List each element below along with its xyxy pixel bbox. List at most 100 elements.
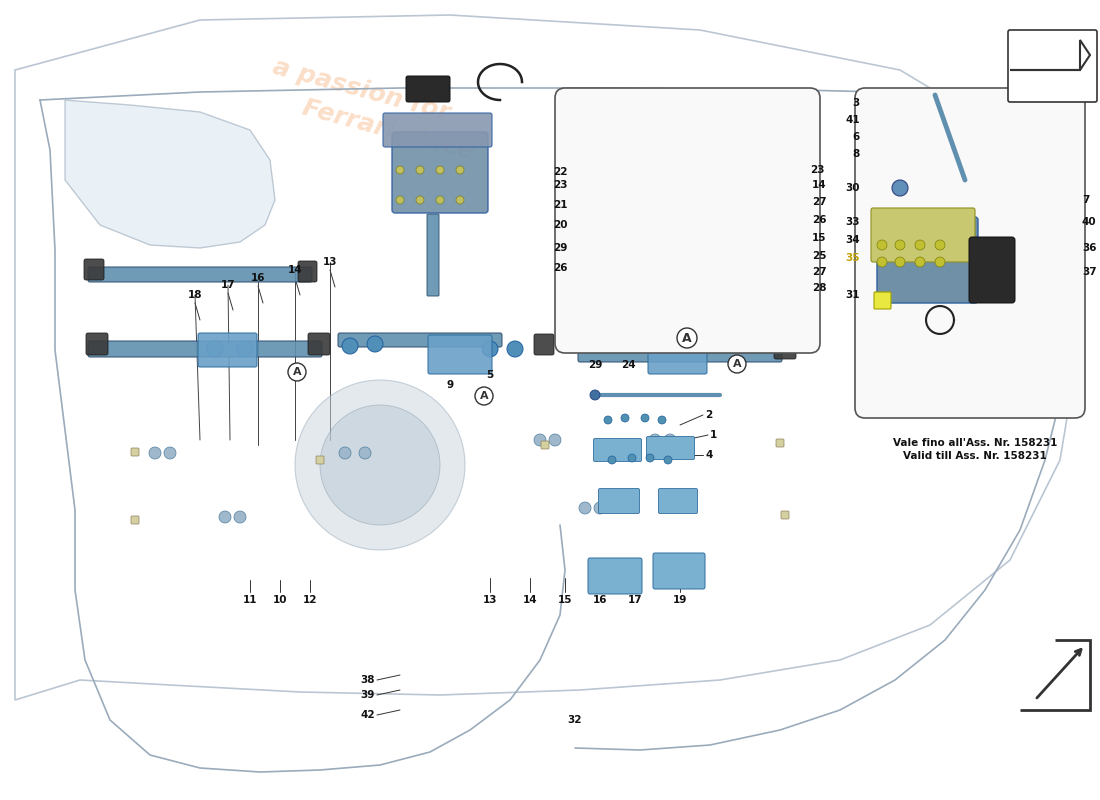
FancyBboxPatch shape	[392, 132, 488, 213]
Text: 1: 1	[710, 430, 717, 440]
Text: 25: 25	[812, 251, 826, 261]
Circle shape	[915, 257, 925, 267]
FancyBboxPatch shape	[781, 511, 789, 519]
Circle shape	[877, 240, 887, 250]
Circle shape	[164, 447, 176, 459]
Text: 30: 30	[846, 183, 860, 193]
FancyBboxPatch shape	[874, 292, 891, 309]
Text: 4: 4	[705, 450, 713, 460]
Text: 15: 15	[812, 233, 826, 243]
Text: 35: 35	[846, 253, 860, 263]
Circle shape	[507, 341, 522, 357]
Text: 21: 21	[553, 200, 568, 210]
Circle shape	[482, 341, 498, 357]
Circle shape	[895, 240, 905, 250]
FancyBboxPatch shape	[578, 347, 782, 362]
FancyBboxPatch shape	[648, 338, 707, 374]
Text: 12: 12	[302, 595, 317, 605]
FancyBboxPatch shape	[86, 333, 108, 355]
Circle shape	[475, 387, 493, 405]
Text: 40: 40	[1082, 217, 1097, 227]
Text: 2: 2	[705, 410, 713, 420]
Circle shape	[295, 380, 465, 550]
Polygon shape	[65, 100, 275, 248]
Text: 14: 14	[288, 265, 302, 275]
FancyBboxPatch shape	[428, 335, 492, 374]
Text: 17: 17	[628, 595, 642, 605]
Text: a passion for: a passion for	[270, 54, 453, 125]
FancyBboxPatch shape	[653, 553, 705, 589]
FancyBboxPatch shape	[427, 214, 439, 296]
FancyBboxPatch shape	[647, 437, 694, 459]
Circle shape	[612, 336, 628, 352]
Circle shape	[436, 196, 444, 204]
Circle shape	[456, 196, 464, 204]
Circle shape	[676, 328, 697, 348]
Circle shape	[658, 416, 666, 424]
Text: 17: 17	[221, 280, 235, 290]
Circle shape	[342, 338, 358, 354]
Text: A: A	[733, 359, 741, 369]
FancyBboxPatch shape	[659, 489, 697, 514]
Text: 18: 18	[188, 290, 202, 300]
Text: 8: 8	[852, 149, 860, 159]
Circle shape	[608, 456, 616, 464]
Circle shape	[915, 240, 925, 250]
FancyBboxPatch shape	[308, 333, 330, 355]
Circle shape	[416, 166, 424, 174]
FancyBboxPatch shape	[774, 337, 796, 359]
FancyBboxPatch shape	[1008, 30, 1097, 102]
Text: 26: 26	[553, 263, 568, 273]
Text: 7: 7	[1082, 195, 1089, 205]
Circle shape	[234, 511, 246, 523]
Circle shape	[148, 447, 161, 459]
FancyBboxPatch shape	[598, 489, 639, 514]
Circle shape	[396, 166, 404, 174]
Text: 33: 33	[846, 217, 860, 227]
Circle shape	[649, 434, 661, 446]
Text: 39: 39	[361, 690, 375, 700]
FancyBboxPatch shape	[969, 237, 1015, 303]
FancyBboxPatch shape	[84, 259, 104, 280]
FancyBboxPatch shape	[588, 558, 642, 594]
Text: 6: 6	[852, 132, 860, 142]
Text: 13: 13	[483, 595, 497, 605]
Text: 16: 16	[251, 273, 265, 283]
Circle shape	[416, 196, 424, 204]
Circle shape	[628, 454, 636, 462]
FancyBboxPatch shape	[541, 441, 549, 449]
FancyBboxPatch shape	[871, 208, 975, 262]
FancyBboxPatch shape	[298, 261, 317, 282]
Text: 41: 41	[846, 115, 860, 125]
Text: 11: 11	[243, 595, 257, 605]
Circle shape	[728, 355, 746, 373]
FancyBboxPatch shape	[88, 341, 322, 357]
Circle shape	[641, 414, 649, 422]
FancyBboxPatch shape	[131, 516, 139, 524]
Text: 14: 14	[522, 595, 537, 605]
Text: 10: 10	[273, 595, 287, 605]
Text: 9: 9	[447, 380, 453, 390]
FancyBboxPatch shape	[406, 76, 450, 102]
Circle shape	[236, 341, 253, 357]
Text: 29: 29	[553, 243, 568, 253]
Circle shape	[582, 336, 598, 352]
Text: 37: 37	[1082, 267, 1097, 277]
Text: 27: 27	[812, 267, 826, 277]
FancyBboxPatch shape	[594, 270, 612, 290]
Text: 19: 19	[673, 595, 688, 605]
FancyBboxPatch shape	[88, 267, 312, 282]
Circle shape	[621, 414, 629, 422]
Text: 20: 20	[553, 220, 568, 230]
Text: A: A	[480, 391, 488, 401]
Circle shape	[935, 240, 945, 250]
Circle shape	[207, 341, 223, 357]
Circle shape	[664, 456, 672, 464]
Circle shape	[320, 405, 440, 525]
FancyBboxPatch shape	[855, 88, 1085, 418]
Circle shape	[288, 363, 306, 381]
Text: 5: 5	[486, 370, 494, 380]
Circle shape	[359, 447, 371, 459]
FancyBboxPatch shape	[383, 113, 492, 147]
Circle shape	[579, 502, 591, 514]
